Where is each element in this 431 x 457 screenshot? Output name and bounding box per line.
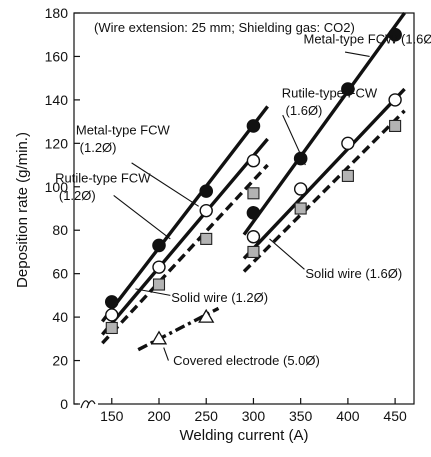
series-markers <box>104 27 402 345</box>
x-tick-label: 250 <box>195 408 219 424</box>
annotation-leader <box>344 51 370 57</box>
y-tick-label: 100 <box>45 179 69 195</box>
y-tick-label: 180 <box>45 5 69 21</box>
y-tick-label: 80 <box>52 222 68 238</box>
x-tick-label: 200 <box>147 408 171 424</box>
x-tick-label: 300 <box>242 408 266 424</box>
annotation-label: Rutile-type FCW <box>282 86 378 101</box>
annotation-label: Rutile-type FCW <box>55 170 151 185</box>
data-point-metal-type-fcw-1-2 <box>199 184 214 198</box>
x-tick-label: 400 <box>336 408 360 424</box>
data-point-rutile-type-fcw-1-2 <box>199 203 213 218</box>
data-point-metal-type-fcw-1-2 <box>246 119 261 133</box>
y-tick-label: 40 <box>52 309 68 325</box>
data-point-solid-wire-1-6 <box>389 119 402 133</box>
annotation-label: (1.2Ø) <box>80 140 117 155</box>
data-point-solid-wire-1-2 <box>105 321 118 335</box>
data-point-rutile-type-fcw-1-6 <box>246 230 261 244</box>
axis-break-mark-left <box>80 400 90 409</box>
series-line-rutile-type-fcw-1-2 <box>101 137 269 336</box>
series-line-metal-type-fcw-1-2 <box>100 105 269 323</box>
x-axis-title: Welding current (A) <box>180 427 309 444</box>
series-annotations: Metal-type FCW (1.6Ø) Rutile-type FCW (1.6… <box>55 31 431 367</box>
series-lines <box>100 12 406 352</box>
annotation-leader <box>269 238 305 270</box>
data-point-metal-type-fcw-1-6 <box>388 27 402 42</box>
y-axis: 0 20 40 60 80 100 120 140 160 180 <box>45 5 80 412</box>
data-point-solid-wire-1-2 <box>200 232 213 245</box>
annotation-leader <box>163 347 169 361</box>
annotation-label: Metal-type FCW (1.6Ø) <box>304 31 431 46</box>
data-point-metal-type-fcw-1-6 <box>293 151 308 166</box>
x-tick-label: 150 <box>100 408 124 424</box>
annotation-leader <box>131 162 199 207</box>
series-line-solid-wire-1-2 <box>101 163 269 345</box>
chart-subtitle: (Wire extension: 25 mm; Shielding gas: C… <box>94 20 355 35</box>
data-point-rutile-type-fcw-1-6 <box>388 93 402 107</box>
data-point-solid-wire-1-6 <box>294 202 307 215</box>
data-point-rutile-type-fcw-1-2 <box>246 154 261 168</box>
data-point-metal-type-fcw-1-6 <box>246 206 261 220</box>
y-tick-label: 60 <box>52 266 68 282</box>
data-point-metal-type-fcw-1-2 <box>152 238 166 253</box>
series-line-covered-electrode-5-0 <box>137 306 220 352</box>
y-tick-label: 20 <box>52 353 68 369</box>
series-line-solid-wire-1-6 <box>242 109 406 273</box>
annotation-label: Metal-type FCW <box>76 123 171 138</box>
data-point-covered-electrode-5-0 <box>150 330 168 345</box>
x-axis: 150 200 250 300 350 400 450 <box>100 398 407 424</box>
annotation-label: (1.2Ø) <box>59 188 96 203</box>
data-point-covered-electrode-5-0 <box>198 308 215 323</box>
series-line-metal-type-fcw-1-6 <box>242 12 406 236</box>
data-point-metal-type-fcw-1-2 <box>104 295 119 309</box>
y-tick-label: 0 <box>60 396 68 412</box>
x-tick-label: 450 <box>383 408 407 424</box>
data-point-solid-wire-1-2 <box>247 187 260 200</box>
annotation-leader <box>135 288 171 296</box>
axis-break-mark-right <box>86 400 96 409</box>
annotation-leader <box>113 195 171 240</box>
annotation-label: (1.6Ø) <box>286 103 323 118</box>
data-point-rutile-type-fcw-1-2 <box>105 308 119 322</box>
y-tick-label: 120 <box>45 135 69 151</box>
annotation-label: Solid wire (1.2Ø) <box>171 290 268 305</box>
annotation-label: Solid wire (1.6Ø) <box>305 266 402 281</box>
series-line-rutile-type-fcw-1-6 <box>242 87 406 260</box>
data-point-rutile-type-fcw-1-6 <box>341 136 355 151</box>
data-point-metal-type-fcw-1-6 <box>341 82 355 96</box>
y-tick-label: 140 <box>45 92 69 108</box>
y-tick-label: 160 <box>45 48 69 64</box>
data-point-solid-wire-1-6 <box>247 245 260 258</box>
axis-break-marks <box>78 398 98 410</box>
plot-frame <box>73 12 415 405</box>
data-point-solid-wire-1-2 <box>152 278 166 291</box>
data-point-rutile-type-fcw-1-2 <box>152 260 166 274</box>
y-axis-title: Deposition rate (g/min.) <box>14 132 31 288</box>
data-point-solid-wire-1-6 <box>341 169 354 182</box>
data-point-rutile-type-fcw-1-6 <box>293 182 308 196</box>
x-tick-label: 350 <box>289 408 313 424</box>
annotation-label: Covered electrode (5.0Ø) <box>173 353 320 368</box>
